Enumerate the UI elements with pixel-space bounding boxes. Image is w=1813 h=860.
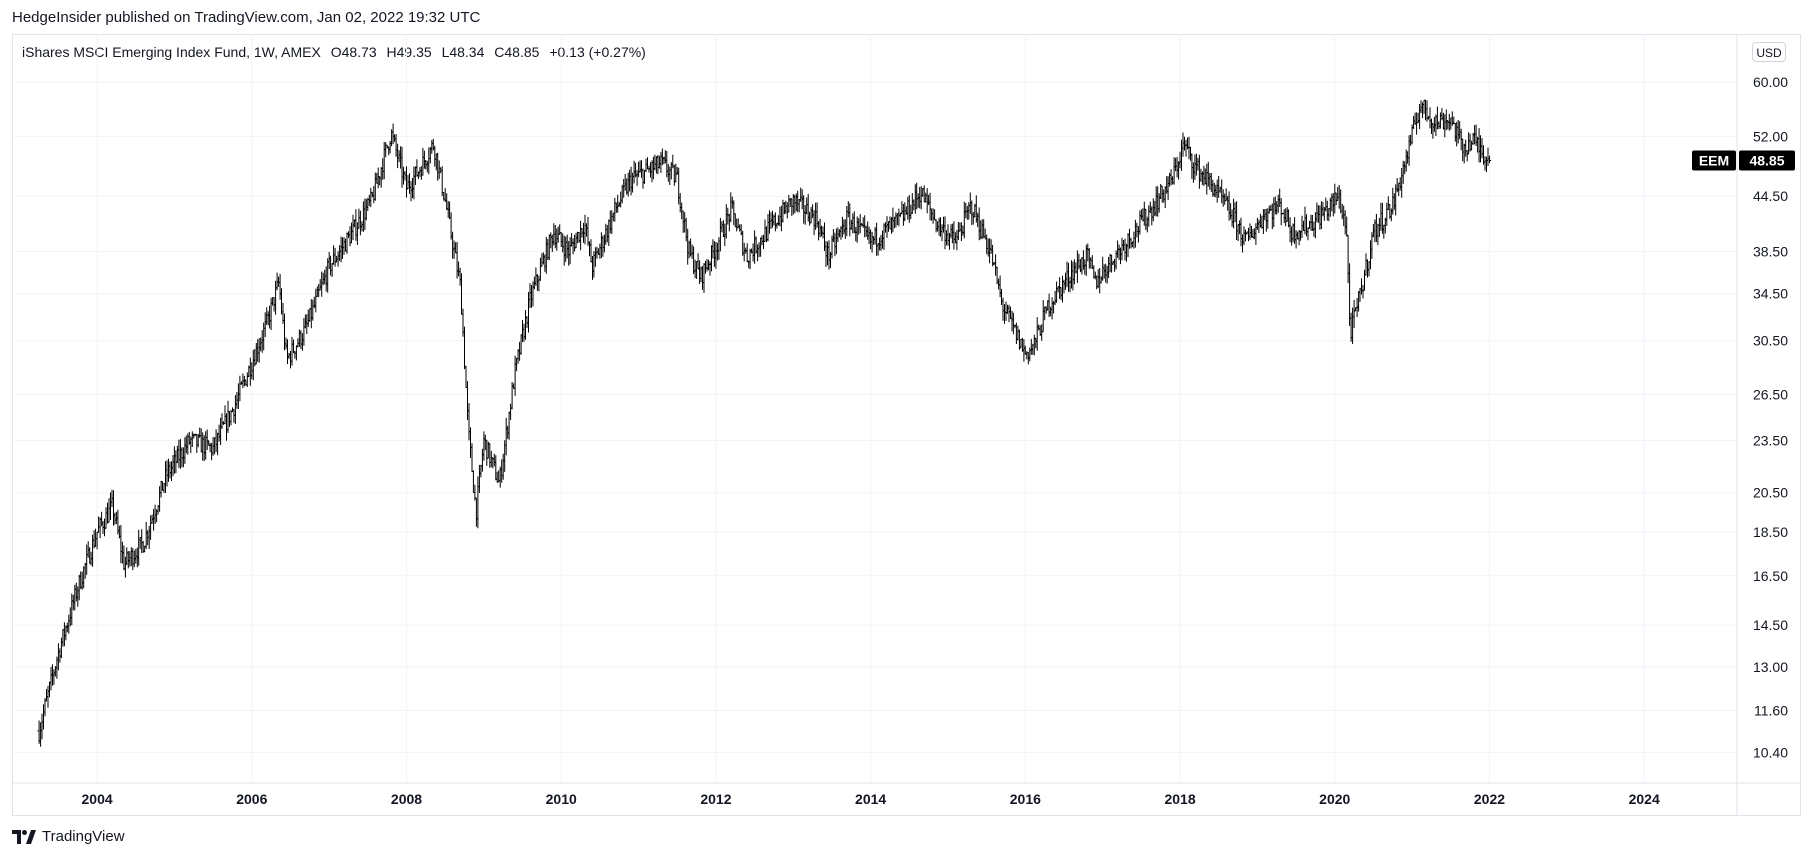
price-tick-label: 10.40 <box>1753 744 1788 760</box>
ohlc-bar <box>1487 155 1492 164</box>
time-tick-label: 2016 <box>1010 791 1041 807</box>
ohlc-series <box>37 99 1492 747</box>
ticker-badge <box>1692 150 1736 171</box>
legend-open: O48.73 <box>330 44 377 60</box>
publisher-line: HedgeInsider published on TradingView.co… <box>12 9 481 26</box>
price-tick-label: 20.50 <box>1753 485 1788 501</box>
price-tick-label: 14.50 <box>1753 617 1788 633</box>
price-tick-label: 44.50 <box>1753 188 1788 204</box>
price-tick-label: 23.50 <box>1753 432 1788 448</box>
last-price-label: 48.85 <box>1749 153 1784 169</box>
time-tick-label: 2006 <box>236 791 267 807</box>
legend-high: H49.35 <box>386 44 432 60</box>
price-tick-label: 13.00 <box>1753 659 1788 675</box>
footer-brand[interactable]: TradingView <box>12 828 125 845</box>
time-tick-label: 2024 <box>1629 791 1660 807</box>
ohlc-bar <box>440 166 444 197</box>
price-tick-label: 34.50 <box>1753 286 1788 302</box>
price-tick-label: 26.50 <box>1753 387 1788 403</box>
footer-brand-label: TradingView <box>42 828 125 845</box>
time-tick-label: 2004 <box>82 791 113 807</box>
time-tick-label: 2020 <box>1319 791 1350 807</box>
tradingview-logo-icon <box>12 829 36 844</box>
legend-close: C48.85 <box>494 44 540 60</box>
ticker-badge-label: EEM <box>1699 153 1729 169</box>
price-tick-label: 18.50 <box>1753 524 1788 540</box>
legend-change: +0.13 (+0.27%) <box>549 44 646 60</box>
time-tick-label: 2012 <box>700 791 731 807</box>
price-tick-label: 38.50 <box>1753 244 1788 260</box>
time-tick-label: 2014 <box>855 791 886 807</box>
price-tick-label: 52.00 <box>1753 129 1788 145</box>
price-tick-label: 60.00 <box>1753 74 1788 90</box>
price-tick-label: 11.60 <box>1754 703 1788 719</box>
time-tick-label: 2010 <box>546 791 577 807</box>
price-tick-label: 30.50 <box>1753 333 1788 349</box>
last-price-badge <box>1739 150 1795 171</box>
currency-button[interactable]: USD <box>1752 42 1786 62</box>
legend-low: L48.34 <box>441 44 485 60</box>
time-tick-label: 2008 <box>391 791 422 807</box>
time-tick-label: 2022 <box>1474 791 1505 807</box>
time-tick-label: 2018 <box>1164 791 1195 807</box>
chart-frame <box>12 34 1801 816</box>
price-tick-label: 16.50 <box>1753 568 1788 584</box>
